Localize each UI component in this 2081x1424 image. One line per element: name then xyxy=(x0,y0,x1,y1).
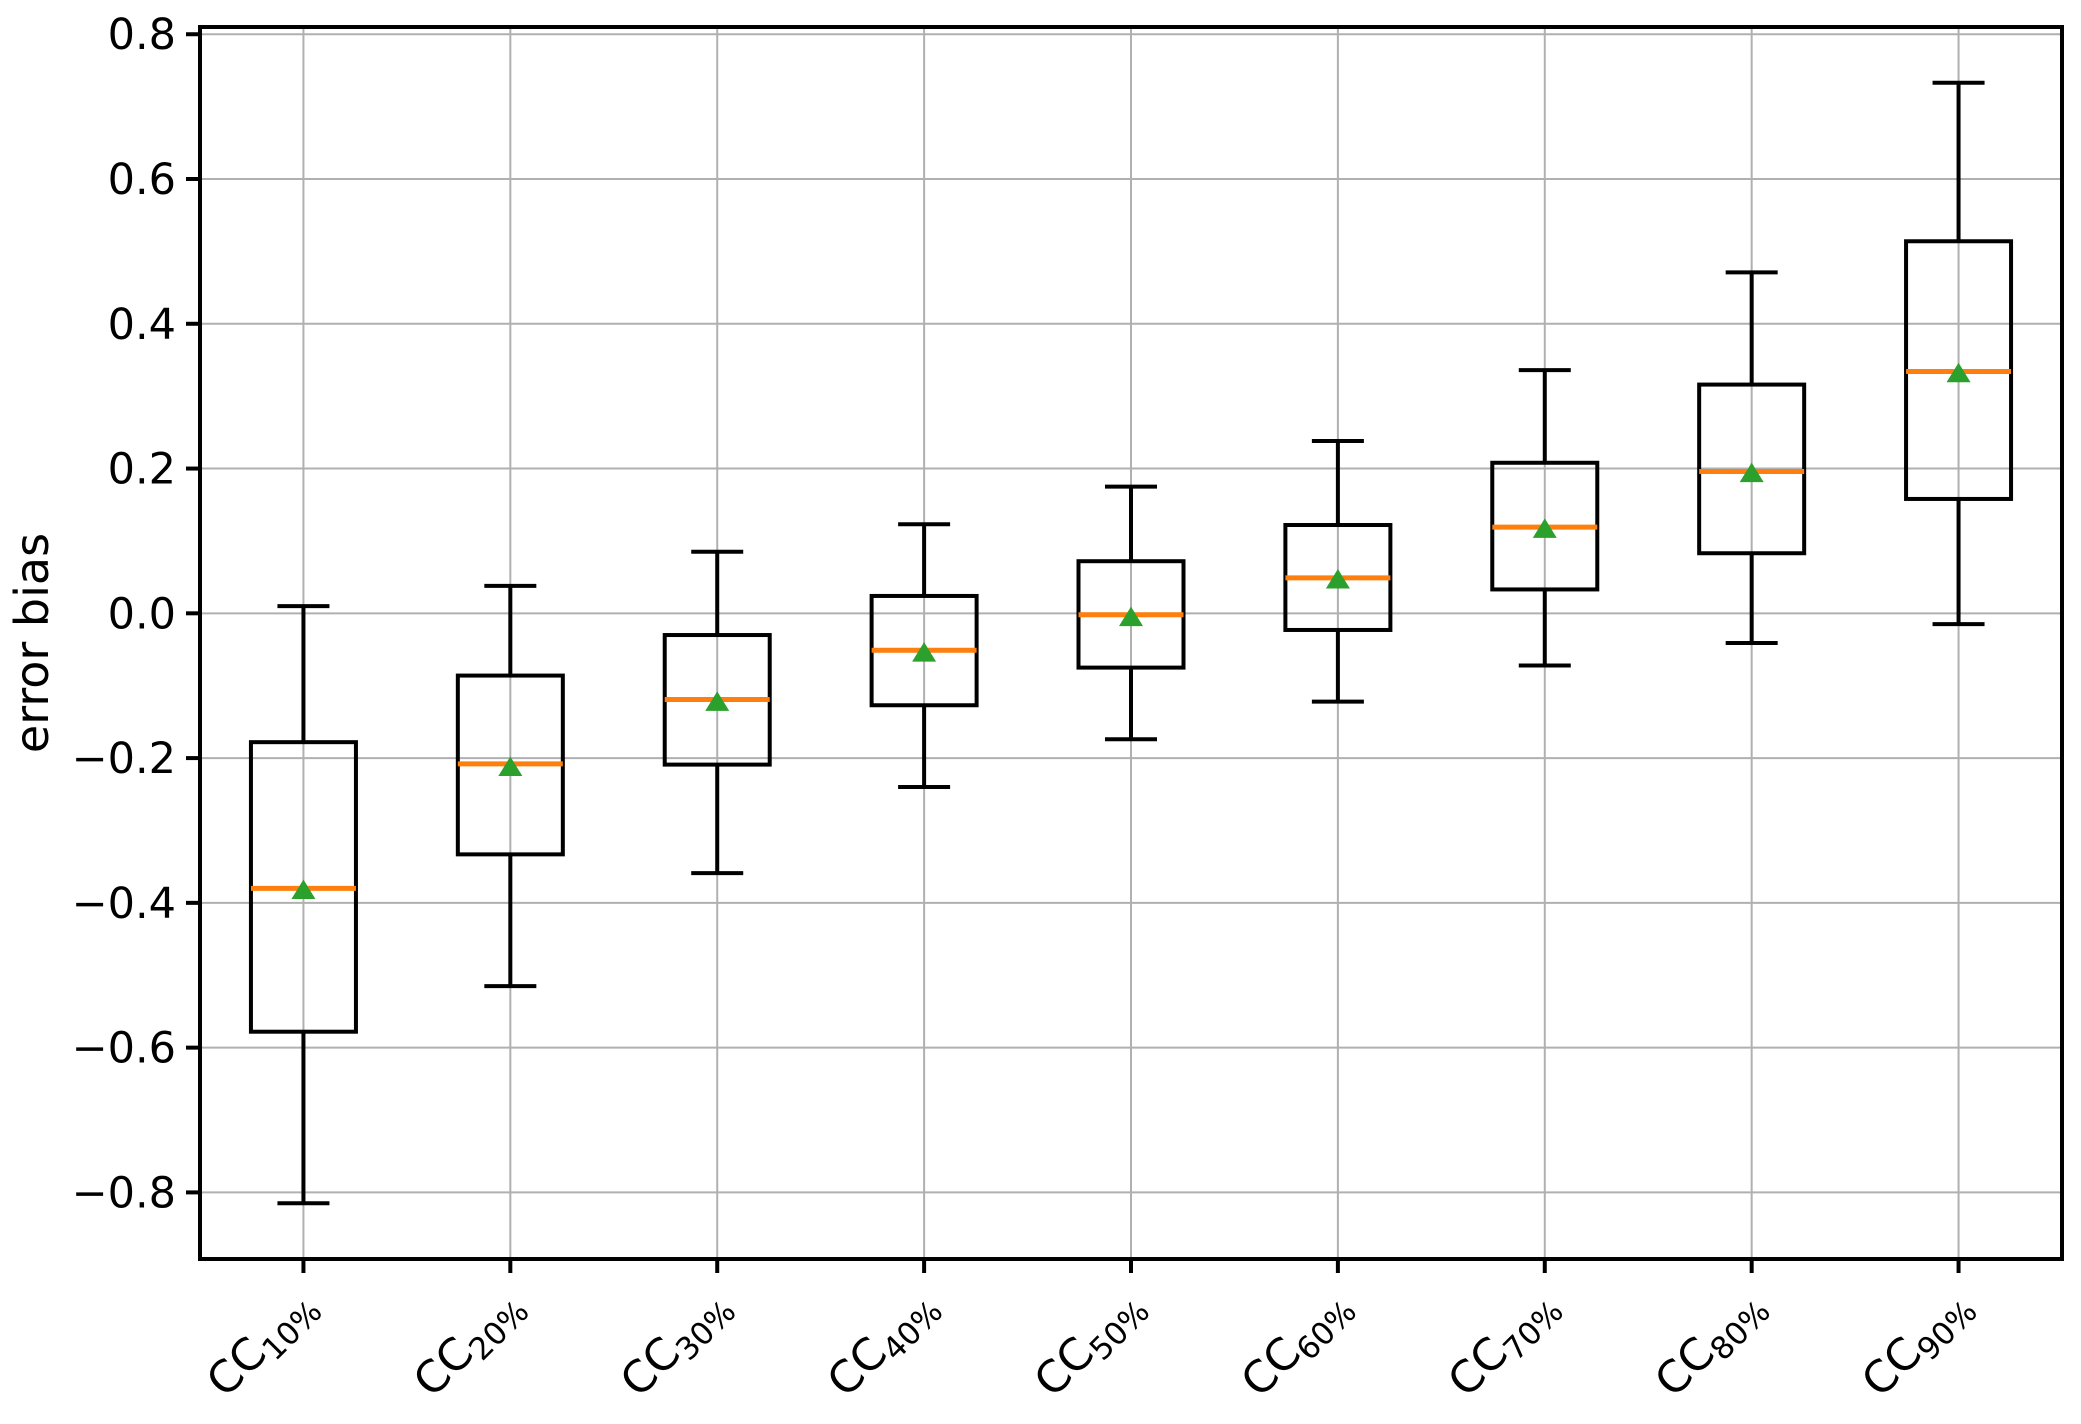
mean-marker xyxy=(1532,518,1557,538)
axis-layer: 0.8 0.6 0.4 0.2 0.0 −0.2 −0.4 −0.6 −0.8 CC10% CC20… xyxy=(72,10,2064,1411)
x-tick-label: CC50% xyxy=(1025,1279,1157,1411)
x-tick-label: CC80% xyxy=(1645,1279,1777,1411)
x-tick-label: CC90% xyxy=(1852,1279,1984,1411)
box-layer xyxy=(248,80,2014,1206)
mean-marker xyxy=(1119,606,1143,627)
y-tick-label: 0.4 xyxy=(108,300,176,350)
x-tick-label: CC60% xyxy=(1231,1279,1363,1411)
y-axis-label: error bias xyxy=(5,533,59,753)
grid-layer xyxy=(200,27,2062,1259)
y-tick-label: 0.6 xyxy=(108,155,176,205)
y-tick-label: −0.4 xyxy=(72,879,176,929)
mean-marker xyxy=(705,691,730,711)
mean-marker xyxy=(1325,569,1350,589)
mean-marker xyxy=(291,879,316,900)
y-tick-label: 0.0 xyxy=(108,589,176,639)
x-tick-label: CC20% xyxy=(404,1279,536,1411)
y-tick-label: −0.2 xyxy=(72,734,176,784)
x-tick-label: CC30% xyxy=(611,1279,743,1411)
y-tick-label: 0.2 xyxy=(108,445,176,495)
mean-marker xyxy=(498,756,523,777)
y-tick-label: −0.8 xyxy=(72,1168,176,1218)
mean-marker xyxy=(1739,462,1764,483)
x-tick-label: CC70% xyxy=(1438,1279,1570,1411)
y-tick-label: 0.8 xyxy=(108,10,176,60)
mean-marker xyxy=(912,642,937,662)
x-tick-label: CC40% xyxy=(818,1279,950,1411)
y-tick-label: −0.6 xyxy=(72,1024,176,1074)
x-tick-label: CC10% xyxy=(197,1279,329,1411)
box-rect xyxy=(1697,382,1807,556)
mean-marker xyxy=(1946,362,1971,383)
